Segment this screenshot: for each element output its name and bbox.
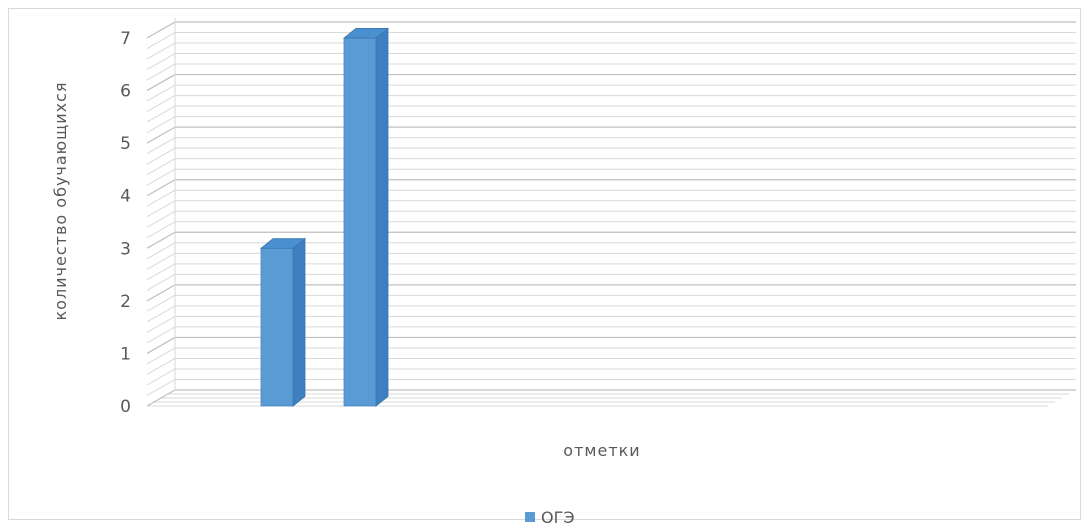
- wall-gridlines: [146, 18, 1076, 407]
- gridline-side: [146, 347, 176, 365]
- gridline-side: [146, 53, 176, 70]
- gridline-side: [146, 21, 176, 39]
- y-tick-label: 2: [120, 292, 131, 312]
- y-axis-title: количество обучающихся: [51, 81, 70, 320]
- y-tick-label: 3: [120, 239, 131, 259]
- gridline-side: [146, 305, 176, 323]
- y-tick-label: 0: [120, 397, 131, 417]
- legend-label: ОГЭ: [541, 508, 575, 527]
- legend: ОГЭ: [525, 508, 575, 527]
- gridline-side: [146, 32, 176, 49]
- gridline-side: [146, 294, 176, 312]
- y-tick-label: 5: [120, 134, 131, 154]
- gridline-side: [146, 84, 176, 102]
- gridline-side: [146, 263, 176, 281]
- gridline-side: [146, 273, 176, 291]
- y-tick-label: 6: [120, 82, 131, 102]
- gridline-side: [146, 242, 176, 260]
- gridline-side: [146, 358, 176, 375]
- gridline-side: [146, 147, 176, 165]
- bar-side-1: [292, 237, 306, 407]
- y-tick-label: 7: [120, 29, 131, 49]
- gridline-side: [146, 116, 176, 134]
- legend-swatch: [525, 512, 535, 522]
- gridline-side: [146, 252, 176, 270]
- gridline-side: [146, 189, 176, 207]
- gridline-side: [146, 126, 176, 144]
- bar-top-1: [259, 238, 307, 249]
- gridline-side: [146, 158, 176, 176]
- gridline-side: [146, 368, 176, 386]
- bar-front-2: [343, 37, 377, 407]
- gridline-side: [146, 336, 176, 354]
- gridline-side: [146, 105, 176, 123]
- y-tick-label: 1: [120, 344, 131, 364]
- gridline-side: [146, 210, 176, 228]
- x-axis-title: отметки: [563, 441, 640, 460]
- y-tick-label: 4: [120, 187, 131, 207]
- gridline-side: [146, 200, 176, 218]
- y-tick-labels: 0 1 2 3 4 5 6 7: [120, 29, 131, 417]
- gridline-side: [146, 389, 176, 407]
- gridline-side: [146, 137, 176, 155]
- gridline-side: [146, 221, 176, 239]
- gridline-side: [146, 231, 176, 249]
- gridline-side: [146, 168, 176, 186]
- gridline-side: [146, 284, 176, 302]
- gridline-side: [146, 74, 176, 92]
- gridline-side: [146, 179, 176, 197]
- gridline-side: [146, 42, 176, 60]
- gridline-side: [146, 379, 176, 396]
- gridline-side: [146, 326, 176, 344]
- gridline-side: [146, 63, 176, 81]
- bar-front-1: [260, 247, 294, 407]
- bars: [259, 27, 390, 407]
- gridline-side: [146, 95, 176, 113]
- bar-side-2: [375, 27, 389, 407]
- bar-top-2: [342, 27, 390, 39]
- gridline-side: [146, 315, 176, 333]
